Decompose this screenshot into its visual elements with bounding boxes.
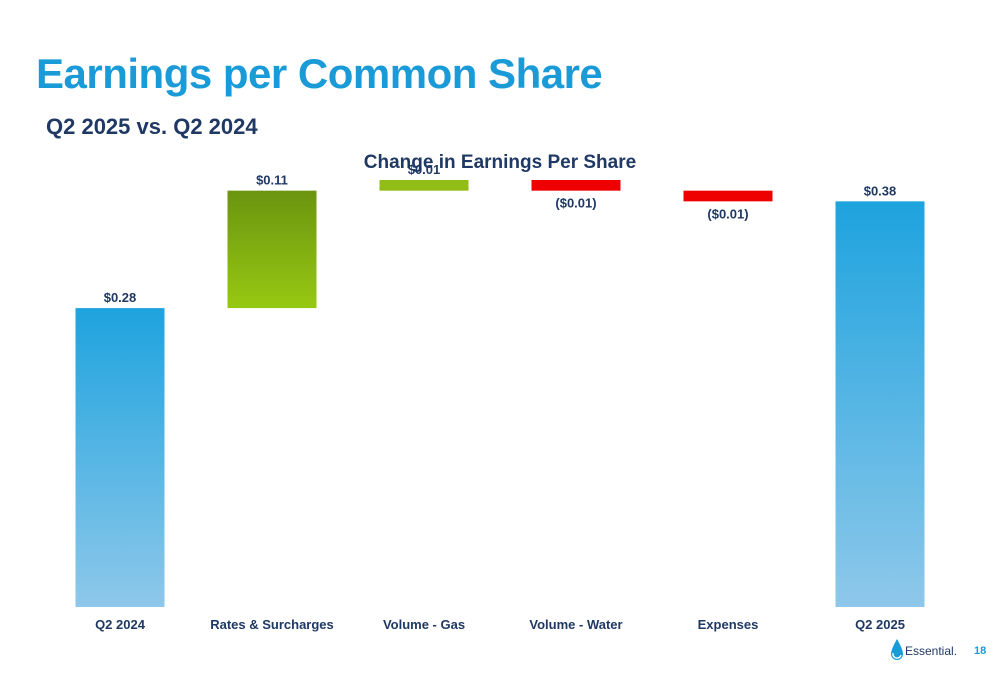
data-label: ($0.01): [707, 206, 748, 221]
data-label: $0.28: [104, 290, 137, 305]
water-drop-icon: [891, 639, 903, 660]
page-number: 18: [974, 645, 987, 657]
category-label: Q2 2025: [855, 617, 905, 632]
category-labels-group: Q2 2024 Rates & Surcharges Volume - Gas Vol…: [95, 617, 905, 632]
page-title: Earnings per Common Share: [36, 50, 603, 97]
bar-volume-gas: [379, 180, 469, 191]
data-label: $0.01: [408, 162, 441, 177]
logo-text: Essential.: [905, 644, 958, 658]
bar-rates-surcharges: [227, 190, 317, 309]
category-label: Expenses: [698, 617, 759, 632]
data-labels-group: $0.28 $0.11 $0.01 ($0.01) ($0.01) $0.38: [104, 162, 897, 305]
bar-volume-water: [531, 180, 621, 191]
category-label: Volume - Water: [529, 617, 622, 632]
data-label: ($0.01): [555, 196, 596, 211]
data-label: $0.38: [864, 183, 897, 198]
chart-title: Change in Earnings Per Share: [363, 152, 637, 173]
bar-q2-2025: [835, 201, 925, 607]
page-subtitle: Q2 2025 vs. Q2 2024: [46, 114, 258, 139]
bar-q2-2024: [75, 308, 165, 607]
bar-expenses: [683, 190, 773, 202]
category-label: Q2 2024: [95, 617, 146, 632]
category-label: Rates & Surcharges: [210, 617, 334, 632]
data-label: $0.11: [256, 173, 288, 188]
category-label: Volume - Gas: [383, 617, 465, 632]
essential-logo: Essential.: [890, 636, 970, 666]
bars-group: [75, 180, 925, 607]
